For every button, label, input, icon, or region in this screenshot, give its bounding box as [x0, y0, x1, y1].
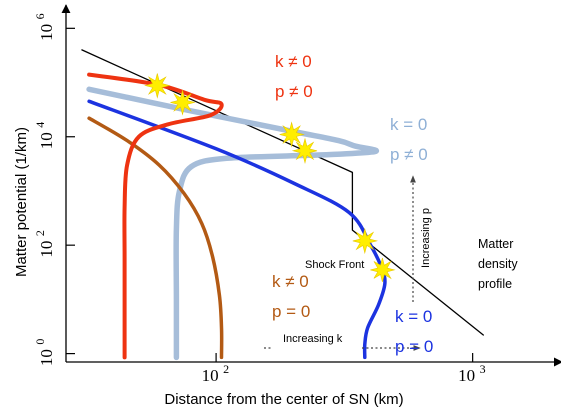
y-axis-title: Matter potential (1/km)	[13, 127, 30, 277]
increasing-k-label: Increasing k	[283, 333, 343, 345]
x-tick-exponent: 2	[223, 362, 229, 376]
x-tick-label: 10	[458, 366, 475, 385]
crossing-star-marker	[279, 121, 305, 148]
y-tick-exponent: 0	[33, 339, 47, 345]
crossing-star-marker	[352, 227, 378, 255]
y-tick-label: 10	[37, 241, 56, 258]
y-tick-label: 10	[37, 24, 56, 41]
y-tick-label: 10	[37, 349, 56, 366]
y-tick-exponent: 2	[33, 230, 47, 236]
series-line-lightblue	[86, 86, 380, 361]
label-k-nonzero-p-zero-line1: k ≠ 0	[272, 272, 309, 291]
ticks-layer: 10 2 10 3 10 0 10 2 10 4 10 6	[33, 13, 486, 385]
crossing-star-marker	[144, 73, 171, 99]
matter-density-label-line1: Matter	[478, 237, 513, 251]
crossing-star-marker	[170, 89, 196, 116]
matter-density-label-line2: density	[478, 257, 518, 271]
series-line-brown	[87, 116, 224, 360]
increasing-p-label: Increasing p	[420, 208, 432, 268]
label-k-nonzero-p-nonzero-line1: k ≠ 0	[275, 52, 312, 71]
x-tick-exponent: 3	[480, 362, 486, 376]
crossing-markers	[144, 73, 396, 282]
series-line-red	[87, 72, 224, 360]
label-k-nonzero-p-nonzero-line2: p ≠ 0	[275, 82, 313, 101]
y-tick-exponent: 6	[33, 13, 47, 19]
series-layer	[81, 49, 484, 361]
label-k-nonzero-p-zero-line2: p = 0	[272, 302, 310, 321]
y-tick-exponent: 4	[33, 122, 47, 128]
crossing-star-marker	[291, 137, 318, 164]
matter-density-label-line3: profile	[478, 277, 512, 291]
crossing-star-marker	[370, 257, 396, 282]
label-k-zero-p-zero-line1: k = 0	[395, 307, 432, 326]
label-k-zero-p-zero-line2: p = 0	[395, 337, 433, 356]
y-tick-label: 10	[37, 132, 56, 149]
label-k-zero-p-nonzero-line1: k = 0	[390, 115, 427, 134]
series-line-blue	[87, 99, 387, 360]
shock-front-label: Shock Front	[305, 259, 364, 271]
label-k-zero-p-nonzero-line2: p ≠ 0	[390, 145, 428, 164]
x-tick-label: 10	[202, 366, 219, 385]
x-axis-title: Distance from the center of SN (km)	[164, 391, 403, 408]
